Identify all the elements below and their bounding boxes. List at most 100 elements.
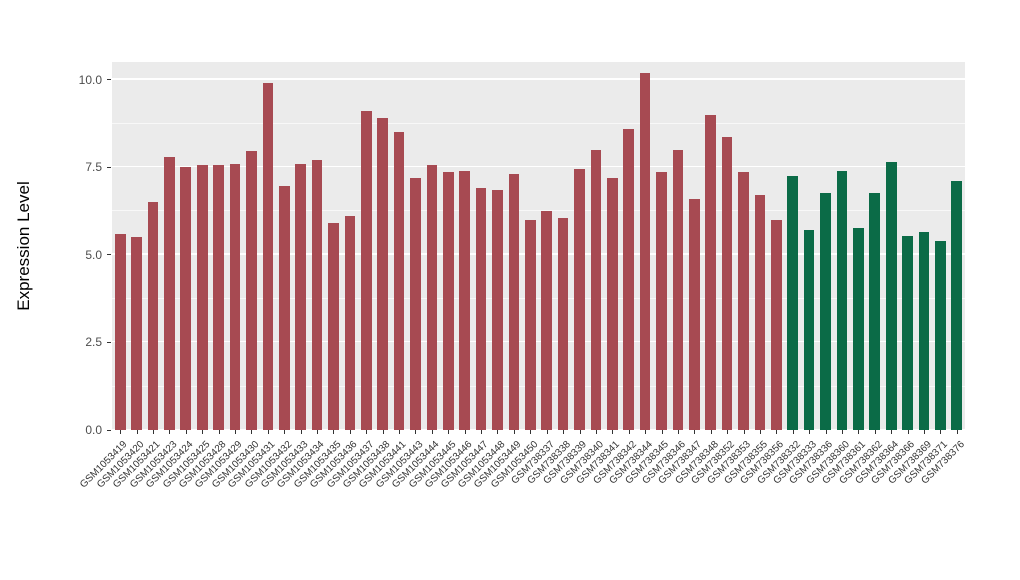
x-tick-mark <box>497 430 499 434</box>
bar-GSM738342 <box>623 128 635 430</box>
bar-GSM1053450 <box>524 219 536 430</box>
bar-GSM1053424 <box>180 167 192 430</box>
x-tick-mark <box>185 430 187 434</box>
bar-GSM1053434 <box>311 160 323 430</box>
x-tick-mark <box>464 430 466 434</box>
bar-GSM738353 <box>738 172 749 430</box>
y-tick-mark <box>107 429 111 431</box>
x-tick-mark <box>776 430 778 434</box>
x-tick-mark <box>431 430 433 434</box>
x-tick-mark <box>382 430 384 434</box>
bar-GSM1053437 <box>360 111 372 430</box>
bar-GSM1053419 <box>114 233 126 430</box>
bar-GSM1053432 <box>278 186 290 430</box>
x-tick-mark <box>202 430 204 434</box>
x-tick-mark <box>481 430 483 434</box>
y-tick-label: 0.0 <box>85 423 102 437</box>
x-tick-mark <box>825 430 827 434</box>
bar-GSM738346 <box>672 149 684 430</box>
y-tick-mark <box>107 166 111 168</box>
bar-GSM1053428 <box>213 165 224 430</box>
x-tick-mark <box>874 430 876 434</box>
x-tick-mark <box>317 430 319 434</box>
gridline-minor <box>112 122 965 124</box>
gridline-major <box>112 428 965 430</box>
x-tick-mark <box>218 430 220 434</box>
bar-GSM1053445 <box>442 172 454 430</box>
bar-GSM738364 <box>885 161 897 430</box>
y-tick-mark <box>107 79 111 81</box>
bar-GSM1053420 <box>131 237 142 430</box>
x-tick-mark <box>300 430 302 434</box>
gridline-major <box>112 341 965 343</box>
x-tick-mark <box>923 430 925 434</box>
bar-GSM1053435 <box>328 223 339 430</box>
y-tick-label: 7.5 <box>85 160 102 175</box>
bar-GSM738341 <box>606 177 618 430</box>
x-tick-mark <box>628 430 630 434</box>
x-tick-mark <box>841 430 843 434</box>
bar-GSM738348 <box>705 114 717 430</box>
bar-GSM738360 <box>836 170 848 430</box>
x-tick-mark <box>333 430 335 434</box>
bar-GSM1053431 <box>262 83 274 430</box>
x-tick-mark <box>645 430 647 434</box>
x-tick-mark <box>579 430 581 434</box>
x-tick-mark <box>169 430 171 434</box>
x-tick-mark <box>694 430 696 434</box>
bar-GSM738344 <box>639 72 651 430</box>
x-tick-mark <box>530 430 532 434</box>
bar-GSM1053446 <box>459 170 470 430</box>
bar-GSM1053433 <box>295 163 306 430</box>
x-tick-mark <box>710 430 712 434</box>
bar-GSM738371 <box>935 240 946 430</box>
y-axis-title-text: Expression Level <box>14 181 33 311</box>
bar-GSM738361 <box>853 228 864 430</box>
y-tick-label: 10.0 <box>78 72 102 87</box>
x-tick-mark <box>153 430 154 434</box>
x-tick-mark <box>284 430 286 434</box>
x-tick-mark <box>595 430 597 434</box>
bar-GSM1053441 <box>393 132 405 430</box>
bar-GSM1053447 <box>475 188 487 430</box>
x-tick-mark <box>563 430 565 434</box>
bar-GSM738332 <box>787 175 799 430</box>
x-tick-mark <box>235 430 237 434</box>
gridline-minor <box>112 385 965 387</box>
bar-GSM1053429 <box>229 163 241 430</box>
bar-GSM738336 <box>820 193 831 430</box>
bar-GSM1053444 <box>426 165 438 430</box>
gridline-major <box>112 165 965 168</box>
bar-GSM738345 <box>656 172 667 430</box>
gridline-major <box>112 78 965 80</box>
x-tick-mark <box>858 430 860 434</box>
y-tick-label: 5.0 <box>85 247 102 262</box>
bar-GSM1053438 <box>377 118 388 430</box>
x-tick-mark <box>267 430 269 434</box>
x-tick-mark <box>743 430 745 434</box>
y-tick-mark <box>107 254 111 256</box>
bar-GSM738337 <box>541 210 553 430</box>
x-tick-mark <box>940 430 942 434</box>
x-tick-mark <box>891 430 893 434</box>
gridline-minor <box>112 297 965 299</box>
plot-panel <box>112 62 965 430</box>
x-tick-mark <box>677 430 679 434</box>
bar-GSM738352 <box>721 137 733 430</box>
bar-GSM1053425 <box>196 165 208 430</box>
x-tick-mark <box>349 430 351 434</box>
x-tick-mark <box>907 430 909 434</box>
x-tick-mark <box>612 430 614 434</box>
x-tick-mark <box>809 430 811 434</box>
bar-GSM738355 <box>754 195 766 430</box>
bar-GSM1053443 <box>410 177 421 430</box>
x-tick-mark <box>792 430 794 434</box>
bar-GSM738333 <box>803 230 815 430</box>
bar-GSM1053436 <box>344 216 356 430</box>
x-tick-mark <box>251 430 253 434</box>
bar-GSM738376 <box>951 181 963 430</box>
bar-GSM738362 <box>869 193 881 430</box>
bar-GSM738339 <box>574 168 585 430</box>
y-tick-label: 2.5 <box>85 335 102 350</box>
